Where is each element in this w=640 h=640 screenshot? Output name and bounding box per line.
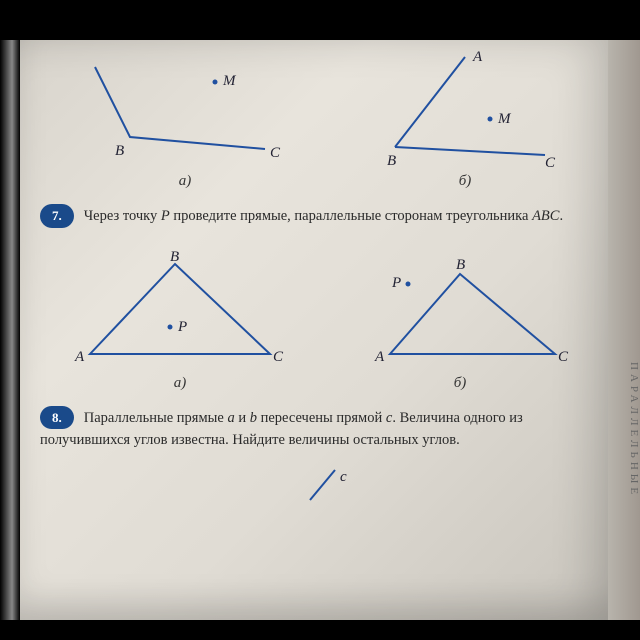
figure-label: а) bbox=[70, 375, 290, 392]
point-B: B bbox=[456, 257, 465, 273]
figure-top-left: M B C а) bbox=[75, 57, 295, 190]
point-C: C bbox=[545, 155, 556, 167]
problem-text: пересечены прямой bbox=[257, 410, 386, 426]
figure-mid-left: P B A C а) bbox=[70, 249, 290, 392]
problem-7: 7. Через точку P проведите прямые, паралл… bbox=[40, 204, 600, 228]
point-B: B bbox=[170, 249, 179, 265]
point-A: A bbox=[74, 349, 85, 365]
problem-var-P: P bbox=[161, 208, 170, 224]
figure-mid-right: P B A C б) bbox=[350, 249, 570, 392]
point-C: C bbox=[270, 145, 281, 161]
problem-8: 8. Параллельные прямые a и b пересечены п… bbox=[40, 406, 600, 452]
problem-text: . bbox=[559, 208, 563, 224]
problem-number-badge: 8. bbox=[40, 406, 74, 430]
point-A: A bbox=[374, 349, 385, 365]
point-M: M bbox=[222, 73, 237, 89]
problem-text: и bbox=[235, 410, 250, 426]
point-C: C bbox=[273, 349, 284, 365]
book-spine bbox=[0, 40, 20, 620]
figure-label: б) bbox=[350, 375, 570, 392]
problem-var-b: b bbox=[250, 410, 257, 426]
problem-text: проведите прямые, параллельные сторонам … bbox=[170, 208, 532, 224]
figure-bottom-partial: c bbox=[40, 465, 600, 505]
problem-var-a: a bbox=[227, 410, 234, 426]
point-P: P bbox=[177, 319, 187, 335]
point-B: B bbox=[115, 143, 124, 159]
point-P: P bbox=[391, 275, 401, 291]
problem-number-badge: 7. bbox=[40, 204, 74, 228]
point-B: B bbox=[387, 153, 396, 167]
point-C: C bbox=[558, 349, 569, 365]
figure-label: а) bbox=[75, 173, 295, 190]
point-M: M bbox=[497, 111, 512, 127]
page-side-label: ПАРАЛЛЕЛЬНЫЕ bbox=[608, 40, 640, 620]
problem-text: Параллельные прямые bbox=[84, 410, 228, 426]
problem-var-ABC: ABC bbox=[532, 208, 559, 224]
figure-row-top: M B C а) A M B C б) bbox=[40, 40, 600, 190]
problem-text: Через точку bbox=[84, 208, 161, 224]
line-label-c: c bbox=[340, 469, 347, 485]
figure-label: б) bbox=[365, 173, 565, 190]
figure-top-right: A M B C б) bbox=[365, 47, 565, 190]
figure-row-mid: P B A C а) P B A C б) bbox=[40, 242, 600, 392]
point-A: A bbox=[472, 49, 483, 65]
textbook-page: M B C а) A M B C б) 7. Через точку P пров… bbox=[20, 40, 620, 620]
